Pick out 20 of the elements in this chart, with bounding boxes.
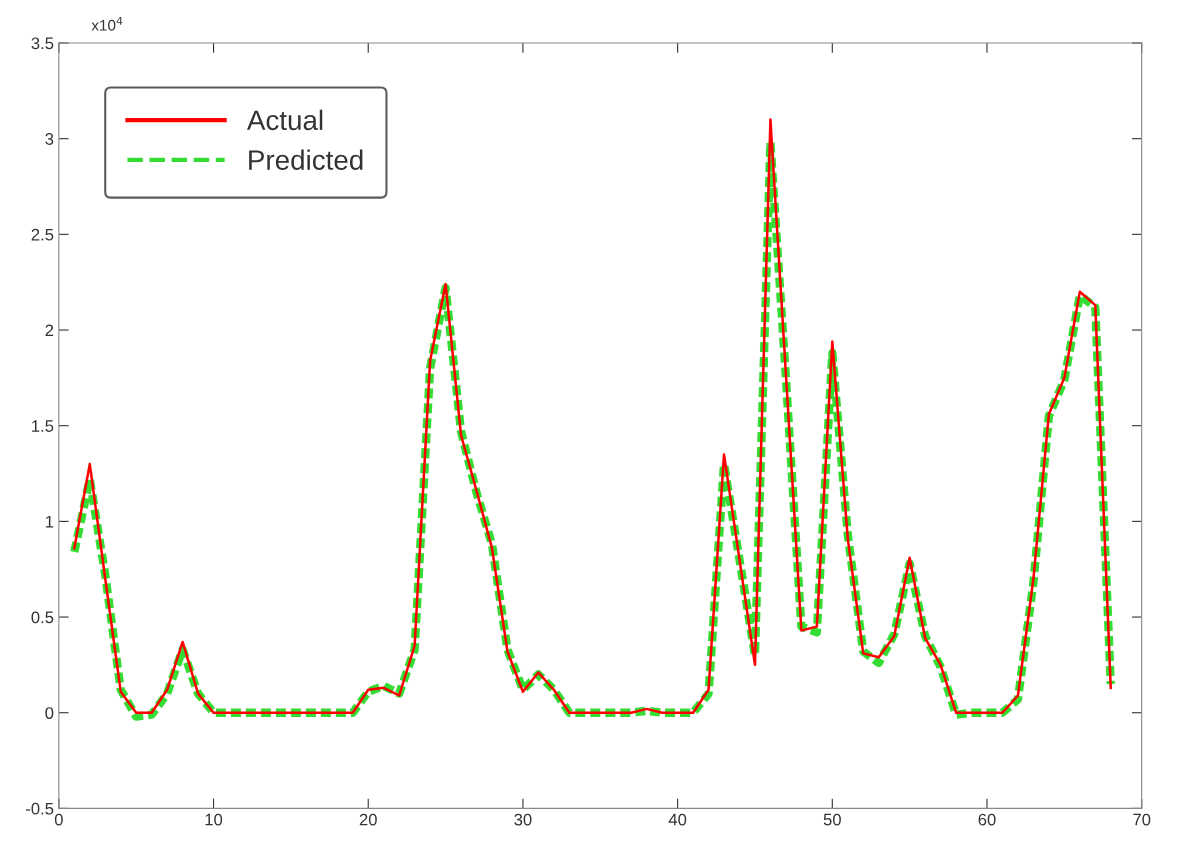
y-tick-label: 2 <box>45 324 54 337</box>
y-tick-label: 2.5 <box>31 228 54 241</box>
x-tick-label: 50 <box>823 813 841 826</box>
x-tick-label: 70 <box>1133 813 1151 826</box>
y-tick-label: 0 <box>45 707 54 719</box>
x-tick-label: 30 <box>514 813 532 826</box>
y-tick-label: 1 <box>45 515 54 528</box>
y-tick-label: 0.5 <box>31 611 54 624</box>
x-tick-label: 20 <box>359 813 377 826</box>
y-tick-label: 3.5 <box>31 37 54 50</box>
y-tick-label: 1.5 <box>32 420 54 432</box>
legend-label: Actual <box>246 109 323 131</box>
y-tick-label: 3 <box>45 133 54 145</box>
y-tick-label: -0.5 <box>26 802 54 815</box>
x-tick-label: 40 <box>668 813 687 826</box>
x-tick-label: 60 <box>978 813 996 826</box>
text: x10$^{4}$ <box>91 16 123 31</box>
x-tick-label: 10 <box>205 813 223 826</box>
x-tick-label: 0 <box>54 813 63 826</box>
legend-label: Predicted <box>249 149 363 170</box>
